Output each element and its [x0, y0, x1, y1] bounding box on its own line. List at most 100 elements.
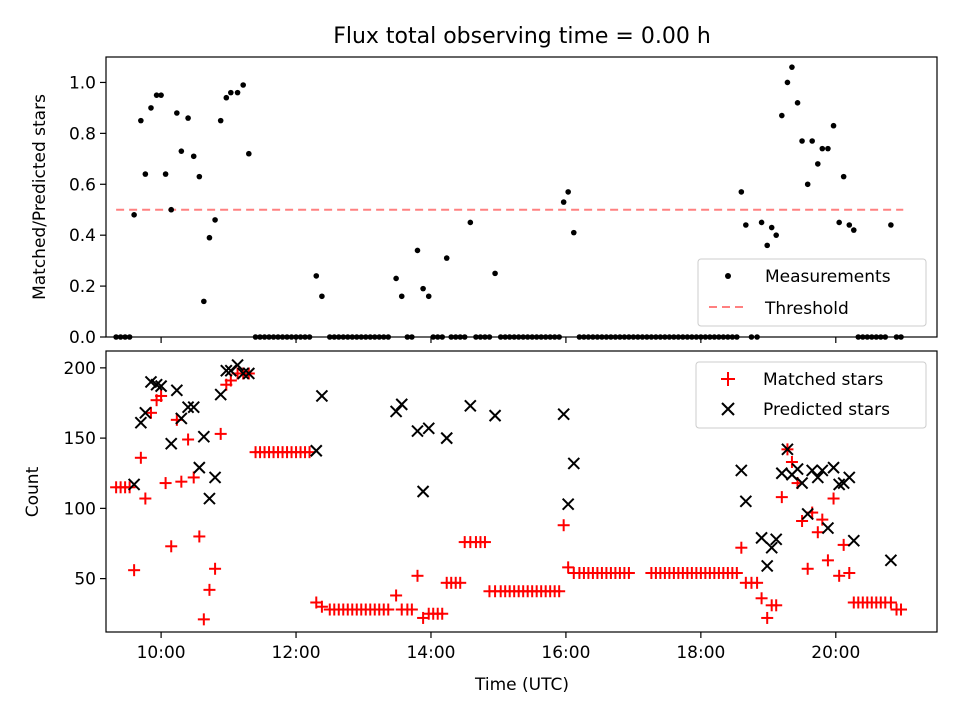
top-legend-box	[697, 258, 927, 327]
matched-star-point	[821, 554, 834, 567]
measurement-point	[768, 224, 775, 231]
top-y-ticks: 0.0 0.2 0.4 0.6 0.8 1.0	[69, 73, 106, 348]
bottom-axes-frame	[105, 350, 938, 633]
measurement-point	[888, 222, 894, 228]
measurement-point	[815, 161, 821, 167]
predicted-star-point	[416, 485, 430, 498]
measurement-point	[738, 189, 745, 195]
matched-star-point	[785, 455, 798, 468]
predicted-star-point	[175, 412, 188, 425]
ratio-panel: 0.0 0.2 0.4 0.6 0.8 1.0 Matched/Predicted sta…	[30, 56, 938, 348]
counts-plot-area	[110, 358, 908, 626]
measurement-point	[840, 173, 847, 180]
measurement-point	[138, 117, 144, 124]
measurement-point	[565, 189, 571, 195]
predicted-star-point	[843, 471, 856, 484]
measurement-point	[773, 232, 779, 238]
measurement-point	[819, 145, 826, 152]
bottom-y-ticks: 50 100 150 200	[64, 359, 106, 590]
chart-title: Flux total observing time = 0.00 h	[333, 24, 711, 49]
predicted-star-point	[395, 398, 408, 411]
measurement-point	[779, 112, 785, 119]
measurement-point	[240, 82, 246, 88]
predicted-star-point	[567, 457, 580, 470]
predicted-star-point	[139, 406, 152, 420]
matched-star-point	[811, 526, 824, 539]
measurement-point	[830, 122, 837, 129]
predicted-star-point	[827, 461, 840, 474]
predicted-star-point	[242, 367, 256, 380]
predicted-star-point	[315, 389, 329, 403]
measurement-point	[846, 222, 853, 228]
measurement-point	[467, 219, 474, 226]
measurement-point	[153, 92, 160, 98]
bottom-legend: Matched stars Predicted stars	[695, 361, 927, 429]
matched-star-point	[405, 603, 418, 616]
matched-star-point	[390, 589, 403, 602]
predicted-star-point	[231, 358, 244, 372]
bottom-x-tick-label: 12:00	[272, 643, 321, 663]
measurement-point	[743, 222, 749, 228]
matched-star-point	[182, 433, 195, 446]
bottom-y-axis-label: Count	[23, 466, 43, 517]
matched-star-point	[801, 562, 814, 575]
measurement-point	[420, 285, 426, 292]
measurement-point	[223, 94, 230, 101]
matched-star-point	[155, 389, 168, 402]
measurement-point	[158, 92, 164, 98]
measurement-point	[393, 275, 399, 282]
predicted-star-point	[150, 378, 163, 391]
matched-star-point	[751, 576, 764, 589]
predicted-star-point	[208, 471, 222, 484]
legend-matched-label: Matched stars	[763, 370, 883, 390]
predicted-star-point	[127, 478, 141, 491]
predicted-star-point	[220, 364, 233, 377]
matched-star-point	[730, 566, 743, 579]
measurement-point	[799, 138, 805, 144]
measurement-point	[414, 247, 421, 254]
bottom-x-tick-label: 16:00	[541, 643, 590, 663]
top-axes-frame	[105, 56, 938, 338]
matched-star-point	[175, 475, 188, 488]
matched-star-point	[770, 599, 783, 612]
predicted-star-point	[821, 521, 835, 535]
matched-star-point	[382, 603, 395, 616]
predicted-star-point	[561, 497, 575, 511]
predicted-star-point	[181, 400, 195, 414]
predicted-star-point	[769, 533, 783, 546]
matched-star-point	[123, 481, 136, 494]
predicted-star-point	[795, 476, 809, 490]
measurement-point	[234, 89, 241, 96]
measurement-point	[246, 150, 252, 157]
top-y-tick-label: 0.2	[69, 277, 96, 297]
matched-star-point	[214, 427, 227, 440]
matched-star-point	[315, 600, 328, 613]
measurement-point	[206, 234, 213, 241]
matched-star-point	[622, 566, 635, 579]
bottom-x-tick-label: 10:00	[137, 643, 186, 663]
matched-star-point	[165, 540, 178, 553]
predicted-star-point	[765, 541, 778, 554]
predicted-star-point	[187, 400, 200, 414]
matched-star-point	[895, 603, 908, 616]
predicted-star-point	[801, 507, 814, 521]
matched-star-point	[562, 561, 575, 574]
measurement-point	[217, 117, 224, 124]
predicted-star-point	[197, 430, 211, 443]
measurement-point	[131, 212, 137, 218]
predicted-star-point	[310, 444, 323, 457]
measurement-point	[201, 298, 207, 305]
predicted-star-point	[440, 431, 453, 445]
matched-star-point	[843, 566, 856, 579]
predicted-star-point	[154, 379, 168, 393]
matched-star-point	[128, 564, 141, 577]
matched-star-point	[837, 538, 850, 551]
bottom-legend-box	[695, 361, 927, 429]
predicted-star-point	[170, 384, 184, 397]
predicted-star-point	[214, 388, 227, 401]
matched-star-point	[454, 576, 467, 589]
matched-star-point	[203, 583, 216, 596]
measurement-point	[758, 219, 765, 226]
predicted-star-point	[832, 478, 846, 491]
